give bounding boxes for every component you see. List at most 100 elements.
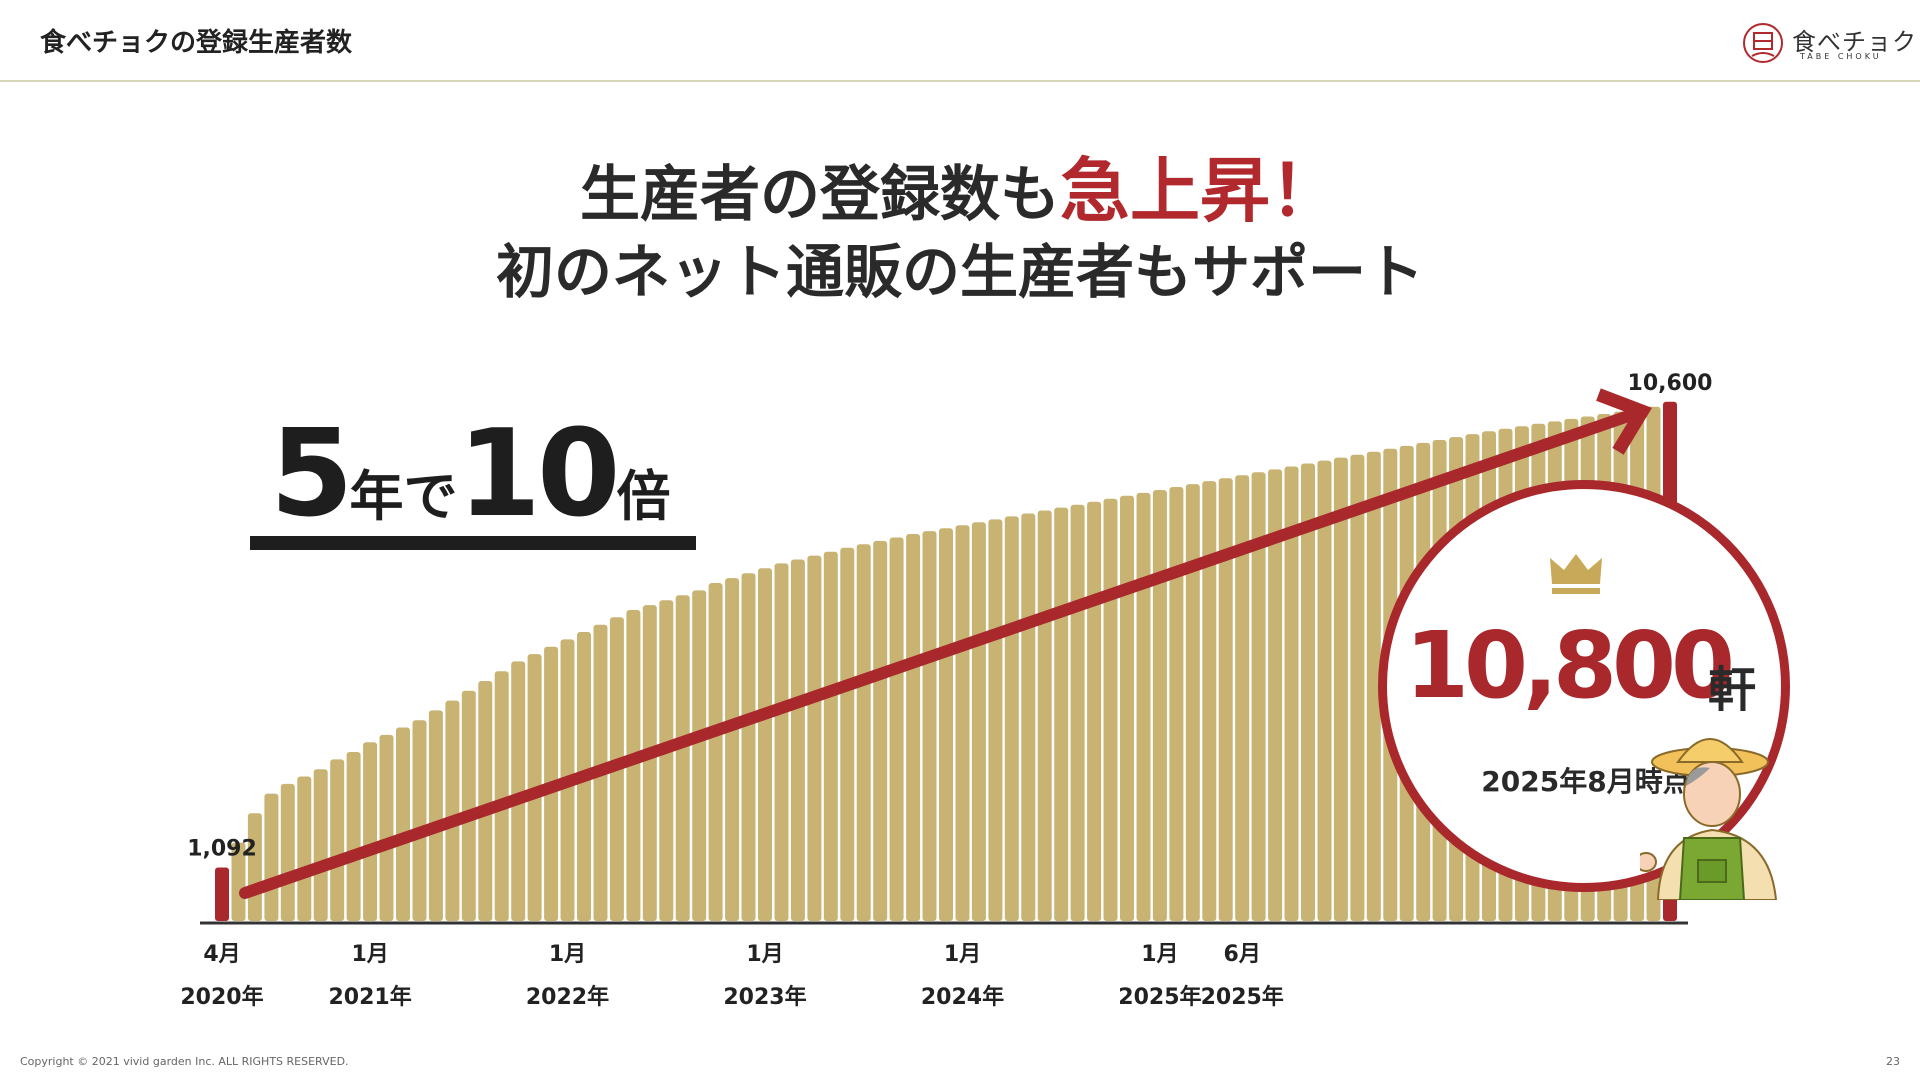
bar-52 <box>1070 504 1085 921</box>
bar-27 <box>659 600 674 921</box>
x-tick-year-1: 2021年 <box>328 984 411 1010</box>
bar-9 <box>363 742 378 921</box>
bar-51 <box>1054 507 1069 921</box>
copyright: Copyright © 2021 vivid garden Inc. ALL R… <box>20 1055 349 1068</box>
x-tick-year-5: 2025年 <box>1118 984 1201 1010</box>
bar-36 <box>807 555 822 921</box>
x-tick-month-3: 1月 <box>746 942 783 967</box>
data-label-88: 10,600 <box>1628 371 1713 396</box>
bar-68 <box>1333 457 1348 921</box>
bar-15 <box>461 690 476 921</box>
bar-28 <box>675 595 690 921</box>
bar-0 <box>215 867 229 921</box>
bar-60 <box>1202 481 1217 921</box>
bar-10 <box>379 734 394 921</box>
x-tick-month-6: 6月 <box>1224 942 1261 967</box>
headline-line-1: 生産者の登録数も急上昇！ <box>0 135 1920 236</box>
bar-49 <box>1021 513 1036 921</box>
x-tick-month-0: 4月 <box>203 942 240 967</box>
bar-39 <box>856 544 871 921</box>
bar-47 <box>988 519 1003 921</box>
highlight-value: 10,800 <box>1405 612 1735 719</box>
bar-14 <box>445 700 460 921</box>
highlight-unit: 軒 <box>1708 662 1757 718</box>
x-tick-month-5: 1月 <box>1141 942 1178 967</box>
bar-66 <box>1301 463 1315 921</box>
headline-emphasis: 急上昇！ <box>1060 150 1340 232</box>
bar-35 <box>790 559 805 921</box>
bar-18 <box>511 661 526 921</box>
bar-50 <box>1037 510 1052 921</box>
bar-40 <box>873 540 888 921</box>
x-tick-year-2: 2022年 <box>526 984 609 1010</box>
bar-63 <box>1251 472 1266 921</box>
bar-53 <box>1087 501 1102 921</box>
bar-17 <box>494 671 509 921</box>
data-labels: 1,092 10,600 <box>187 371 1712 862</box>
bar-16 <box>478 681 493 921</box>
trend-arrow <box>239 388 1653 899</box>
bar-54 <box>1103 498 1118 921</box>
bar-30 <box>708 583 723 921</box>
page-number: 23 <box>1886 1055 1900 1068</box>
bar-7 <box>330 759 345 921</box>
bar-26 <box>642 605 657 921</box>
bar-4 <box>280 783 295 921</box>
bar-67 <box>1317 460 1332 921</box>
growth-years: 5 <box>270 405 353 544</box>
logo: 食べチョク TABE CHOKU <box>1740 18 1916 68</box>
bar-61 <box>1218 478 1233 921</box>
bar-43 <box>922 531 937 921</box>
x-tick-month-1: 1月 <box>351 942 388 967</box>
logo-subtext: TABE CHOKU <box>1800 52 1882 61</box>
bar-48 <box>1004 516 1019 921</box>
bar-33 <box>758 568 772 921</box>
bar-11 <box>396 727 410 921</box>
bar-57 <box>1152 490 1167 921</box>
header-divider <box>0 80 1920 82</box>
data-label-0: 1,092 <box>187 837 257 862</box>
bar-12 <box>412 720 427 921</box>
bar-56 <box>1136 492 1151 921</box>
highlight-date: 2025年8月時点 <box>1481 765 1691 798</box>
growth-callout: 5年で10倍 <box>270 405 671 544</box>
farmer-illustration <box>1640 738 1778 900</box>
bar-32 <box>741 573 756 921</box>
bar-8 <box>346 752 361 921</box>
growth-underline <box>250 536 696 550</box>
x-tick-year-0: 2020年 <box>180 984 263 1010</box>
crown-icon <box>1550 554 1602 594</box>
bar-1 <box>231 842 246 921</box>
bar-34 <box>774 563 789 921</box>
growth-year-unit: 年で <box>349 465 458 528</box>
bar-13 <box>428 710 443 921</box>
x-axis-ticks: 4月 2020年 1月 2021年 1月 2022年 1月 2023年 1月 2024年 1月 202… <box>180 942 1283 1010</box>
bar-46 <box>971 522 986 921</box>
x-tick-year-3: 2023年 <box>723 984 806 1010</box>
bar-55 <box>1120 495 1134 921</box>
bar-42 <box>906 534 921 921</box>
headline-prefix: 生産者の登録数も <box>580 160 1060 230</box>
growth-multiplier-unit: 倍 <box>616 465 671 528</box>
bar-2 <box>247 813 262 921</box>
page-title: 食べチョクの登録生産者数 <box>40 28 353 58</box>
bar-31 <box>725 578 740 921</box>
bar-41 <box>889 537 904 921</box>
x-tick-month-2: 1月 <box>549 942 586 967</box>
x-tick-year-4: 2024年 <box>921 984 1004 1010</box>
bar-6 <box>313 769 328 921</box>
bar-58 <box>1169 487 1184 921</box>
bar-5 <box>297 776 312 921</box>
bar-25 <box>626 610 641 921</box>
bar-59 <box>1185 484 1200 921</box>
bar-62 <box>1235 475 1250 921</box>
bar-65 <box>1284 466 1299 921</box>
bar-37 <box>823 551 838 921</box>
growth-multiplier: 10 <box>457 405 621 544</box>
bar-3 <box>264 793 279 921</box>
bar-69 <box>1350 454 1365 921</box>
logo-mark-icon <box>1743 23 1783 63</box>
bar-44 <box>939 528 953 921</box>
bar-45 <box>955 525 970 921</box>
bar-70 <box>1366 451 1381 921</box>
